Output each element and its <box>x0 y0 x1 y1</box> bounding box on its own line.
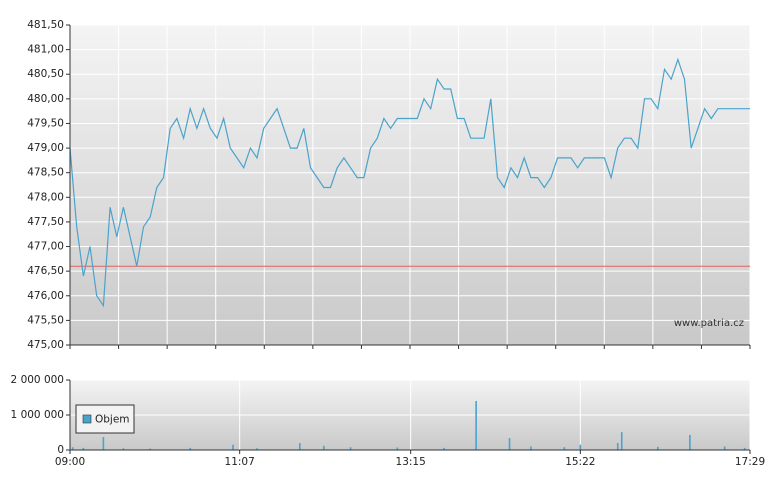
volume-bar <box>149 448 151 450</box>
volume-bar <box>689 434 691 450</box>
y-tick-label: 481,00 <box>27 44 64 56</box>
y-tick-label: 480,00 <box>27 93 64 105</box>
volume-bar <box>396 447 399 450</box>
volume-bar <box>189 447 192 450</box>
y-tick-label: 475,00 <box>27 339 64 351</box>
y-tick-label: 475,50 <box>27 314 64 326</box>
y-tick-label: 2 000 000 <box>11 374 64 386</box>
y-tick-label: 476,50 <box>27 265 64 277</box>
y-tick-label: 481,50 <box>27 19 64 31</box>
x-tick-label: 09:00 <box>55 456 85 468</box>
volume-bar <box>122 448 125 450</box>
volume-bar <box>579 444 582 450</box>
watermark: www.patria.cz <box>674 318 744 329</box>
volume-bar <box>563 447 566 450</box>
x-tick-label: 15:22 <box>565 456 595 468</box>
y-tick-label: 0 <box>57 444 64 456</box>
x-tick-label: 17:29 <box>735 456 765 468</box>
y-tick-label: 479,00 <box>27 142 64 154</box>
x-tick-label: 11:07 <box>225 456 255 468</box>
volume-bar <box>743 447 746 450</box>
y-tick-label: 480,50 <box>27 68 64 80</box>
y-tick-label: 478,50 <box>27 167 64 179</box>
volume-bar <box>256 448 258 450</box>
y-tick-label: 478,00 <box>27 191 64 203</box>
volume-bar <box>349 447 352 450</box>
volume-bar <box>475 401 477 450</box>
price-line <box>69 57 750 308</box>
volume-bar <box>657 446 659 450</box>
volume-bar <box>723 446 726 450</box>
volume-bar <box>298 443 301 450</box>
y-tick-label: 479,50 <box>27 117 64 129</box>
volume-bar <box>443 447 445 450</box>
legend-label: Objem <box>95 414 130 426</box>
volume-bar <box>82 447 85 450</box>
volume-bar <box>620 432 623 450</box>
y-tick-label: 477,50 <box>27 216 64 228</box>
legend-swatch <box>82 414 92 424</box>
volume-bar <box>323 445 325 450</box>
x-tick-label: 13:15 <box>396 456 426 468</box>
volume-bar <box>616 443 619 450</box>
y-tick-label: 476,00 <box>27 290 64 302</box>
volume-bar <box>530 446 532 450</box>
volume-bar <box>232 444 234 450</box>
volume-bar <box>508 438 511 450</box>
y-tick-label: 477,00 <box>27 241 64 253</box>
volume-bar <box>102 437 105 450</box>
y-tick-label: 1 000 000 <box>11 409 64 421</box>
volume-bar <box>71 447 74 450</box>
